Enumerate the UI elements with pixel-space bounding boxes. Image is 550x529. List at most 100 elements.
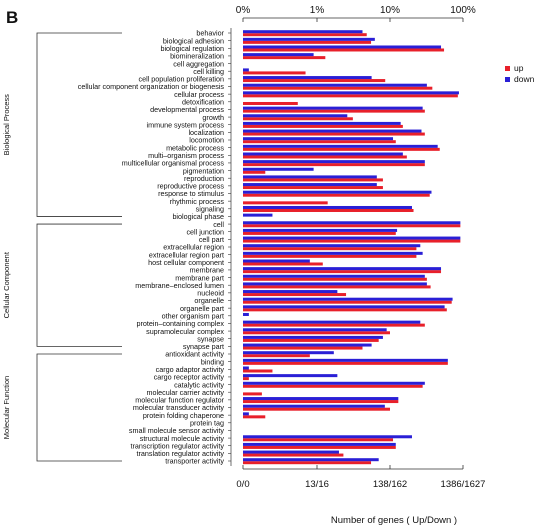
bar-down [243, 106, 423, 110]
bottom-tick-label: 0/0 [236, 479, 249, 490]
category-label: antioxidant activity [165, 350, 224, 359]
top-axis: 0% 1% 10% 100% [236, 5, 476, 22]
bar-down [243, 68, 249, 72]
bar-down [243, 144, 438, 148]
bar-down [243, 45, 442, 49]
category-label: small molecule sensor activity [129, 426, 224, 435]
bar-down [243, 76, 372, 80]
bar-down [243, 129, 422, 133]
category-label: molecular function regulator [135, 396, 224, 405]
category-label: molecular carrier activity [147, 388, 225, 397]
bar-down [243, 259, 310, 263]
bar-up [243, 40, 372, 44]
top-tick-label: 0% [236, 5, 251, 16]
bar-down [243, 160, 425, 164]
bar-down [243, 244, 421, 248]
bar-up [243, 461, 372, 465]
bar-down [243, 167, 314, 171]
category-label: catalytic activity [174, 380, 224, 389]
category-label: detoxification [182, 97, 224, 106]
category-label: extracellular region [163, 243, 224, 252]
category-label: immune system process [147, 120, 225, 129]
bar-down [243, 435, 412, 439]
bar-up [243, 101, 298, 105]
bar-down [243, 114, 348, 118]
bar-down [243, 381, 425, 385]
category-label: membrane part [175, 273, 224, 282]
x-axis-title: Number of genes ( Up/Down ) [331, 515, 457, 526]
category-label: molecular transducer activity [133, 403, 224, 412]
category-label: metabolic process [166, 143, 224, 152]
bar-down [243, 351, 334, 355]
bar-up [243, 262, 323, 266]
bar-up [243, 56, 326, 60]
bar-up [243, 186, 383, 190]
top-tick-label: 1% [310, 5, 325, 16]
bar-up [243, 331, 390, 335]
legend-swatch-up [505, 66, 510, 71]
bar-down [243, 205, 412, 209]
bar-up [243, 445, 396, 449]
bottom-axis: 0/0 13/16 138/162 1386/1627 Number of genes … [236, 465, 485, 526]
bar-up [243, 277, 427, 281]
category-label: supramolecular complex [146, 327, 224, 336]
category-label: membrane [190, 266, 224, 275]
legend-label-down: down [514, 74, 535, 84]
bar-down [243, 312, 249, 316]
category-label: rhythmic process [170, 197, 225, 206]
bar-up [243, 163, 425, 167]
bar-up [243, 308, 447, 312]
bar-down [243, 397, 399, 401]
category-label: cell [213, 220, 224, 229]
bar-up [243, 117, 353, 121]
bar-up [243, 33, 367, 37]
category-label: binding [201, 357, 224, 366]
bar-down [243, 320, 421, 324]
category-label: translation regulator activity [137, 449, 225, 458]
bar-down [243, 221, 461, 225]
category-label: biological regulation [160, 44, 224, 53]
category-label: extracellular region part [149, 250, 224, 259]
bar-up [243, 247, 417, 251]
bar-down [243, 450, 339, 454]
group-bracket [36, 223, 122, 347]
bar-up [243, 407, 390, 411]
category-label: cell population proliferation [138, 75, 224, 84]
bottom-tick-label: 13/16 [305, 479, 329, 490]
bar-down [243, 121, 401, 125]
bar-down [243, 366, 249, 370]
bar-up [243, 71, 306, 75]
category-label: structural molecule activity [140, 434, 225, 443]
bar-up [243, 124, 403, 128]
bar-up [243, 361, 448, 365]
category-label: transporter activity [165, 457, 224, 466]
bar-down [243, 37, 375, 41]
bar-down [243, 282, 427, 286]
bar-up [243, 48, 445, 52]
top-tick-label: 100% [450, 5, 476, 16]
category-label: other organism part [162, 311, 224, 320]
category-label: cell killing [193, 67, 224, 76]
category-label: reproductive process [157, 182, 224, 191]
legend-swatch-down [505, 77, 510, 82]
bar-up [243, 147, 440, 151]
bar-up [243, 79, 386, 83]
bar-up [243, 293, 347, 297]
category-label: cellular process [174, 90, 224, 99]
category-label: biomineralization [170, 52, 224, 61]
bar-up [243, 415, 266, 419]
bar-down [243, 358, 448, 362]
bar-up [243, 300, 452, 304]
bar-down [243, 30, 363, 34]
bar-down [243, 290, 338, 294]
category-label: host cellular component [148, 258, 224, 267]
group-bracket [36, 353, 122, 462]
bar-down [243, 328, 387, 332]
bottom-tick-label: 138/162 [373, 479, 407, 490]
category-label: cell part [199, 235, 224, 244]
bar-down [243, 53, 314, 57]
group-label: Biological Process [2, 94, 11, 156]
bar-up [243, 270, 442, 274]
category-label: locomotion [189, 136, 224, 145]
